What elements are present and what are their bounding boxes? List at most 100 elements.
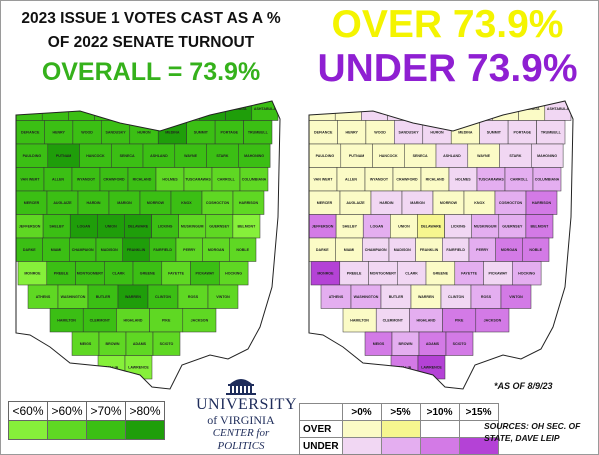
county-label: CARROLL [217,178,235,182]
county-label: CUYAHOGA [176,107,197,111]
county-label: HENRY [52,131,65,135]
county-label: HAMILTON [350,319,369,323]
county-label: MARION [117,201,132,205]
county-label: MARION [410,201,425,205]
county-label: HOLMES [455,178,471,182]
county-label: CLINTON [155,295,171,299]
county-label: SHELBY [342,225,357,229]
county-label: MUSKINGUM [474,225,497,229]
county-label: BELMONT [531,225,550,229]
county-label: BROWN [106,342,120,346]
rotunda-icon [226,379,256,395]
legend-header-10: >10% [419,403,460,421]
county-label: LORAIN [153,107,167,111]
county-label: MONROE [317,272,334,276]
county-label: UNION [398,225,410,229]
uva-logo: UNIVERSITY of VIRGINIA CENTER for POLITI… [196,374,297,453]
county-label: VAN WERT [314,178,334,182]
county-label: MEIGS [373,342,385,346]
county-label: DARKE [23,248,36,252]
county-label: SCIOTO [453,342,467,346]
county-label: GEAUGA [524,107,540,111]
sources-note: SOURCES: OH SEC. OF STATE, DAVE LEIP [484,421,581,443]
county-vinton [207,284,239,309]
county-label: WASHINGTON [354,295,379,299]
county-label: JACKSON [484,319,502,323]
legend-swatch-under-0 [341,437,382,455]
county-label: WASHINGTON [61,295,86,299]
county-label: HARDIN [87,201,101,205]
county-label: HIGHLAND [124,319,143,323]
county-label: HANCOCK [86,154,105,158]
county-label: SUMMIT [194,131,209,135]
county-label: PICKAWAY [195,272,214,276]
county-label: DARKE [316,248,329,252]
county-label: NOBLE [236,248,249,252]
legend-swatch-under-5 [380,437,421,455]
legend-swatch-gt60 [47,420,87,440]
county-fulton [334,101,362,121]
county-label: ALLEN [52,178,64,182]
county-label: AUGLAIZE [346,201,365,205]
county-label: AUGLAIZE [53,201,72,205]
title-line-1: 2023 ISSUE 1 VOTES CAST AS A % [21,10,281,27]
legend-header-15: >15% [458,403,499,421]
county-label: RICHLAND [426,178,445,182]
county-label: HARRISON [239,201,259,205]
county-label: FAYETTE [461,272,477,276]
county-label: OTTAWA [393,107,409,111]
county-erie [120,101,148,121]
legend-swatch-over-0 [341,420,382,438]
county-label: LOGAN [77,225,90,229]
legend-row-under: UNDER [299,437,343,455]
legend-label-lt60: <60% [8,401,48,421]
county-label: CLARK [405,272,418,276]
county-label: JEFFERSON [312,225,334,229]
legend-swatch-lt60 [8,420,48,440]
county-label: VINTON [216,295,230,299]
county-label: DEFIANCE [21,131,40,135]
legend-label-gt60: >60% [47,401,87,421]
county-label: PORTAGE [221,131,239,135]
county-label: CRAWFORD [396,178,418,182]
county-label: FULTON [341,107,356,111]
county-label: WILLIAMS [313,107,331,111]
county-label: PUTNAM [56,154,71,158]
county-label: SENECA [120,154,135,158]
county-label: PICKAWAY [488,272,507,276]
county-label: VAN WERT [21,178,41,182]
county-label: ALLEN [345,178,357,182]
county-label: FAIRFIELD [446,248,465,252]
county-label: SENECA [413,154,428,158]
county-label: WYANDOT [370,178,389,182]
county-label: LAWRENCE [421,366,442,370]
county-label: MAHONING [537,154,557,158]
county-label: FAYETTE [168,272,184,276]
county-label: LUCAS [75,107,88,111]
county-label: HARDIN [380,201,394,205]
county-label: ASHLAND [443,154,461,158]
county-label: BROWN [399,342,413,346]
county-label: CARROLL [510,178,528,182]
county-label: CHAMPAIGN [72,248,94,252]
county-label: MORGAN [501,248,518,252]
county-label: MONROE [24,272,41,276]
legend-swatch-gt70 [86,420,126,440]
county-label: GUERNSEY [209,225,230,229]
county-label: CLERMONT [90,319,111,323]
county-label: ASHLAND [150,154,168,158]
county-label: PREBLE [347,272,362,276]
county-label: MONTGOMERY [77,272,104,276]
county-label: CLINTON [448,295,464,299]
county-label: NOBLE [529,248,542,252]
county-label: HOCKING [518,272,535,276]
county-jackson [475,308,510,333]
county-label: LUCAS [368,107,381,111]
county-label: LAKE [208,107,218,111]
uva-name-line2: of VIRGINIA [207,413,275,427]
county-label: PAULDING [23,154,42,158]
county-label: MIAMI [344,248,355,252]
county-label: LICKING [158,225,173,229]
county-label: COSHOCTON [206,201,230,205]
county-label: WILLIAMS [20,107,38,111]
